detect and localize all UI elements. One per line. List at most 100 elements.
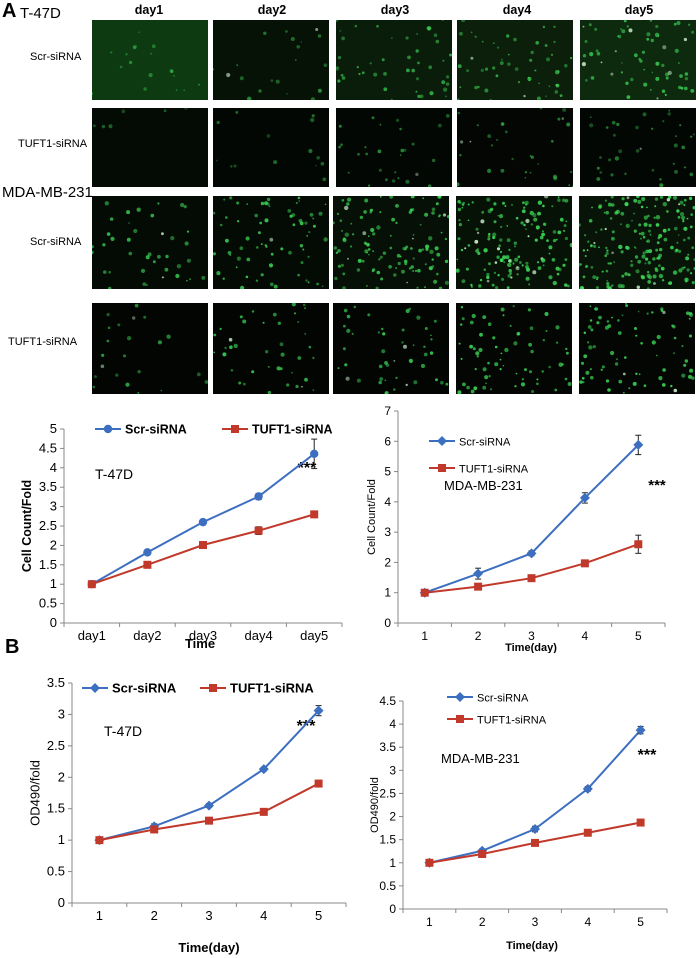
x-tick-label: 4 [584, 915, 591, 929]
data-point [580, 559, 589, 568]
day-header-3: day3 [380, 3, 410, 17]
y-tick-label: 1 [50, 576, 57, 591]
x-axis-label: Time(day) [178, 940, 239, 955]
data-point [259, 807, 268, 816]
data-point [310, 449, 319, 459]
x-tick-label: day4 [244, 628, 272, 643]
cell-line-annotation: MDA-MB-231 [441, 751, 520, 766]
y-tick-label: 1 [389, 856, 396, 870]
y-tick-label: 2 [384, 555, 391, 569]
y-tick-label: 2 [58, 769, 65, 784]
y-tick-label: 1.5 [47, 801, 65, 816]
significance-marker: *** [638, 747, 657, 764]
y-tick-label: 2.5 [39, 518, 57, 533]
x-tick-label: 5 [637, 915, 644, 929]
micrograph-r4-c1 [92, 303, 208, 394]
day-header-1: day1 [134, 3, 164, 17]
data-point [527, 574, 536, 583]
y-tick-label: 0 [384, 616, 391, 630]
data-point [95, 836, 104, 845]
micrograph-r3-c4 [456, 196, 572, 289]
data-point [635, 725, 646, 736]
y-axis-label: Cell Count/Fold [20, 480, 34, 572]
x-tick-label: day5 [300, 628, 328, 643]
micrograph-r4-c3 [333, 303, 449, 394]
row-label-mda-tuft1: TUFT1-siRNA [8, 336, 78, 348]
x-tick-label: 2 [151, 908, 158, 923]
y-tick-label: 3 [58, 706, 65, 721]
data-point [478, 849, 487, 858]
x-axis-label: Time(day) [506, 940, 558, 952]
x-tick-label: 4 [260, 908, 267, 923]
mda-label: MDA-MB-231 [2, 184, 93, 201]
y-tick-label: 4 [389, 717, 396, 731]
y-tick-label: 0.5 [379, 879, 396, 893]
x-tick-label: day3 [189, 628, 217, 643]
y-tick-label: 1 [58, 832, 65, 847]
y-tick-label: 4 [384, 495, 391, 509]
data-point [634, 540, 643, 549]
panel-a-label: A [2, 0, 17, 22]
y-tick-label: 0.5 [47, 864, 65, 879]
y-tick-label: 1.5 [379, 833, 396, 847]
data-point [474, 582, 483, 591]
data-point [526, 548, 537, 559]
data-point [425, 858, 434, 867]
micrograph-r2-c3 [336, 108, 452, 187]
x-tick-label: 2 [479, 915, 486, 929]
data-point [420, 588, 429, 597]
y-tick-label: 2.5 [379, 786, 396, 800]
micrograph-r2-c4 [457, 108, 573, 187]
micrograph-r2-c5 [580, 108, 696, 187]
y-tick-label: 6 [384, 434, 391, 448]
data-point [314, 779, 323, 788]
legend-marker [456, 715, 464, 723]
y-tick-label: 3 [389, 763, 396, 777]
y-tick-label: 7 [384, 404, 391, 418]
cell-line-annotation: T-47D [104, 723, 142, 739]
significance-marker: *** [298, 460, 317, 477]
x-tick-label: 1 [96, 908, 103, 923]
x-tick-label: 2 [475, 629, 482, 643]
day-header-2: day2 [257, 3, 287, 17]
significance-marker: *** [297, 718, 316, 735]
micrograph-r3-c1 [92, 196, 208, 289]
legend-label: Scr-siRNA [459, 437, 511, 449]
y-tick-label: 2 [50, 537, 57, 552]
legend-label: TUFT1-siRNA [252, 423, 333, 437]
legend-marker [455, 692, 465, 702]
micrograph-r1-c2 [213, 20, 329, 100]
y-tick-label: 2 [389, 810, 396, 824]
data-point [582, 783, 593, 794]
chart-mda-cell-count: 0 1 2 3 4 5 6 7 1 2 3 4 5 Time(day) Cell Count/Fold MDA… [366, 404, 666, 653]
legend-marker [437, 436, 447, 446]
legend-marker [90, 683, 100, 693]
y-tick-label: 0 [50, 615, 57, 630]
micrograph-r2-c2 [213, 108, 329, 187]
y-tick-label: 2.5 [47, 738, 65, 753]
cell-line-annotation: MDA-MB-231 [444, 478, 523, 493]
y-tick-label: 5 [50, 421, 57, 436]
significance-marker: *** [648, 477, 666, 494]
data-point [254, 526, 263, 535]
data-point [198, 517, 208, 527]
data-point [143, 548, 152, 557]
x-tick-label: 5 [635, 629, 642, 643]
cell-line-annotation: T-47D [95, 466, 133, 482]
row-label-t47d-tuft1: TUFT1-siRNA [18, 138, 88, 150]
y-tick-label: 4.5 [39, 440, 57, 455]
chart-t47d-od490: 0 0.5 1 1.5 2 2.5 3 3.5 1 2 3 4 5 Time(day) OD490/fold… [28, 675, 347, 955]
legend-label: TUFT1-siRNA [230, 681, 314, 696]
y-tick-label: 0 [389, 902, 396, 916]
micrograph-r3-c5 [579, 196, 695, 289]
y-tick-label: 3.5 [47, 675, 65, 690]
day-header-5: day5 [624, 3, 654, 17]
y-tick-label: 0.5 [39, 596, 57, 611]
legend-label: TUFT1-siRNA [459, 464, 529, 476]
t47d-label: T-47D [20, 5, 61, 22]
micrograph-r3-c2 [213, 196, 329, 289]
chart-t47d-cell-count: 0 0.5 1 1.5 2 2.5 3 3.5 4 4.5 5 day1 day2 day3 day4 day… [20, 421, 343, 651]
data-point [310, 510, 319, 519]
legend-label: Scr-siRNA [477, 693, 529, 705]
x-tick-label: day1 [78, 628, 106, 643]
